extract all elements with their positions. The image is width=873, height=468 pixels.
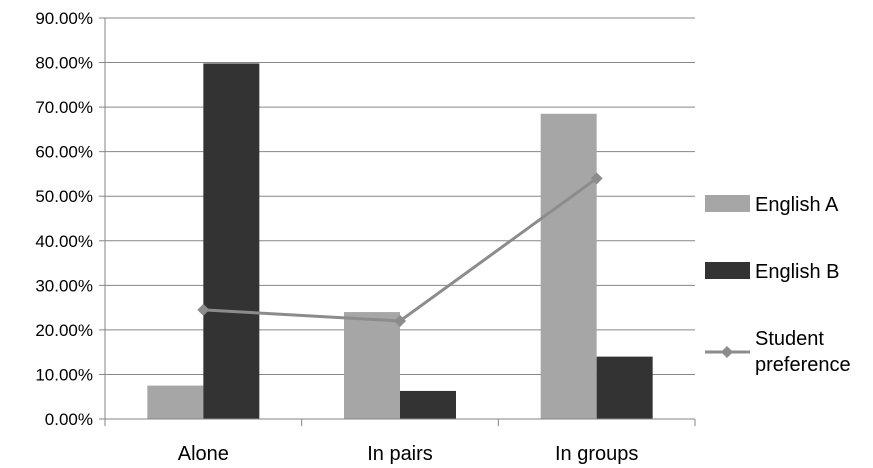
legend-label: English A — [755, 194, 839, 216]
line-point — [590, 172, 603, 185]
y-tick-label: 10.00% — [35, 365, 93, 384]
bar-english-a-in-pairs — [344, 312, 400, 419]
y-tick-label: 80.00% — [35, 54, 93, 73]
y-tick-label: 60.00% — [35, 143, 93, 162]
line-point — [197, 303, 210, 316]
y-tick-label: 90.00% — [35, 9, 93, 28]
series-line-student-preference — [203, 177, 598, 323]
bar-english-b-alone — [203, 63, 260, 420]
y-tick-label: 0.00% — [45, 410, 93, 429]
y-tick-label: 50.00% — [35, 187, 93, 206]
y-tick-label: 20.00% — [35, 321, 93, 340]
x-tick-label: In pairs — [367, 443, 433, 465]
y-tick-label: 30.00% — [35, 276, 93, 295]
bar-english-a-alone — [147, 385, 204, 419]
bar-english-b-in-groups — [596, 356, 653, 419]
legend-label: Student preference — [755, 328, 851, 376]
legend-marker — [721, 346, 733, 358]
bar-english-b-in-pairs — [400, 390, 456, 419]
legend-label: English B — [755, 261, 840, 283]
bars — [147, 63, 653, 420]
axes: 0.00% 10.00% 20.00% 30.00% 40.00% 50.00% 60.00… — [35, 9, 696, 465]
legend: English A English B Student preference — [705, 194, 851, 376]
y-tick-label: 40.00% — [35, 232, 93, 251]
legend-swatch — [705, 195, 750, 212]
line-point — [394, 314, 406, 327]
x-tick-label: In groups — [555, 443, 638, 465]
legend-swatch — [705, 262, 750, 279]
preference-line — [197, 172, 603, 327]
bar-english-a-in-groups — [540, 113, 597, 420]
y-tick-label: 70.00% — [35, 98, 93, 117]
x-tick-label: Alone — [178, 443, 229, 465]
